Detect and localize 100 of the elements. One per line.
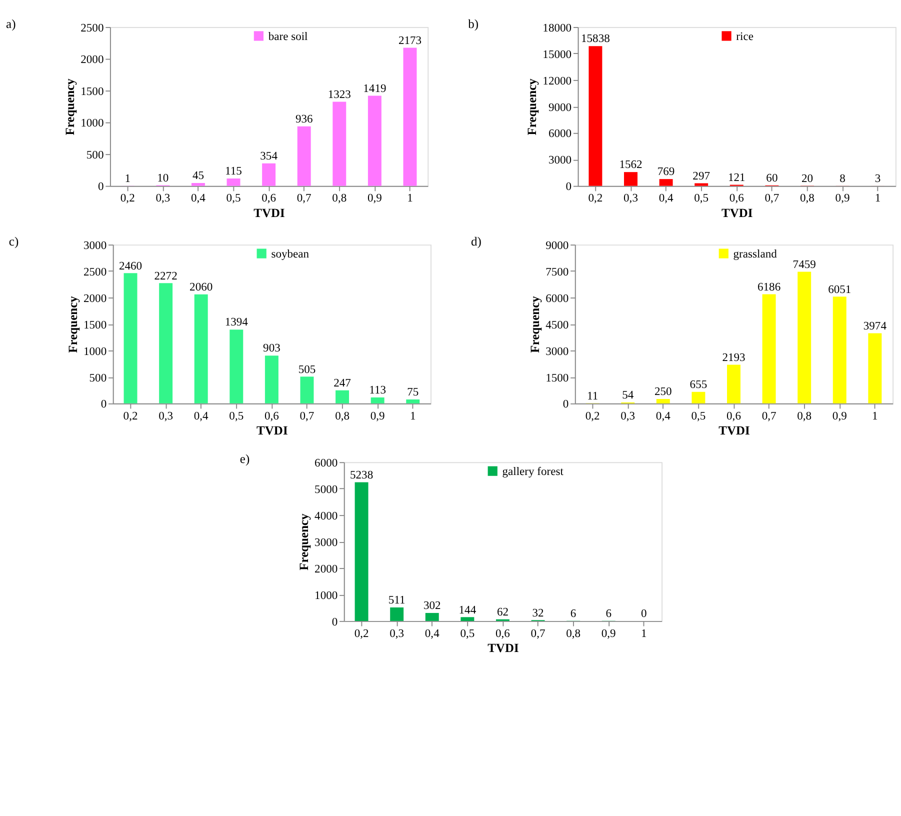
data-label: 20 <box>801 172 814 185</box>
x-tick-label: 0,7 <box>300 410 314 422</box>
x-axis-title: TVDI <box>488 641 519 656</box>
y-tick-label: 1500 <box>84 319 107 332</box>
x-tick-label: 0,4 <box>194 410 209 422</box>
x-tick-label: 0,5 <box>226 192 241 205</box>
bar <box>264 356 278 404</box>
x-tick-label: 0,5 <box>460 628 475 640</box>
data-label: 936 <box>295 114 313 126</box>
y-tick-label: 1500 <box>546 372 569 384</box>
y-tick-label: 4000 <box>314 510 338 522</box>
legend-label: gallery forest <box>502 466 564 478</box>
bar <box>762 294 776 404</box>
data-label: 1394 <box>224 316 248 329</box>
y-tick-label: 3000 <box>84 240 107 252</box>
data-label: 2460 <box>118 260 142 272</box>
y-tick-label: 18000 <box>542 22 572 34</box>
y-tick-label: 2500 <box>84 266 107 278</box>
data-label: 769 <box>657 166 675 178</box>
x-tick-label: 0,6 <box>729 192 744 205</box>
bar <box>332 102 346 186</box>
data-label: 144 <box>458 604 476 616</box>
x-tick-label: 0,2 <box>354 628 369 640</box>
text: e) <box>240 452 250 466</box>
x-tick-label: 0,2 <box>120 192 136 205</box>
x-tick-label: 0,7 <box>296 192 312 205</box>
data-label: 6 <box>606 608 612 620</box>
legend-label: rice <box>736 30 754 43</box>
y-tick-label: 4500 <box>546 319 569 332</box>
y-tick-label: 6000 <box>548 128 572 140</box>
x-tick-label: 0,6 <box>262 192 276 205</box>
x-tick-label: 0,3 <box>390 628 404 640</box>
bar <box>868 333 882 404</box>
x-tick-label: 0,3 <box>624 192 638 205</box>
x-tick-label: 0,7 <box>764 192 780 205</box>
x-axis-title: TVDI <box>254 206 286 220</box>
data-label: 903 <box>263 342 281 355</box>
data-label: 10 <box>157 172 169 184</box>
y-tick-label: 9000 <box>548 102 572 114</box>
data-label: 297 <box>692 170 710 182</box>
x-tick-label: 1 <box>410 410 416 422</box>
x-tick-label: 0,2 <box>585 410 600 422</box>
x-tick-label: 0,9 <box>367 192 382 205</box>
data-label: 505 <box>298 364 316 376</box>
bar <box>230 330 244 404</box>
x-tick-label: 1 <box>872 410 878 422</box>
y-axis-title: Frequency <box>66 295 80 353</box>
y-tick-label: 3000 <box>546 346 569 358</box>
bar <box>191 182 205 186</box>
y-tick-label: 2500 <box>80 22 104 34</box>
bar <box>354 482 368 621</box>
data-label: 1 <box>124 172 131 185</box>
data-label: 45 <box>192 170 204 182</box>
y-tick-label: 1000 <box>84 346 107 358</box>
y-tick-label: 0 <box>566 181 572 194</box>
text: a) <box>6 16 16 31</box>
bar <box>194 294 208 404</box>
y-tick-label: 0 <box>332 616 338 628</box>
y-tick-label: 7500 <box>546 266 569 278</box>
bar <box>403 48 417 186</box>
y-tick-label: 6000 <box>314 457 338 470</box>
data-label: 3 <box>874 172 881 185</box>
x-tick-label: 0,5 <box>691 410 706 422</box>
y-tick-label: 0 <box>562 398 569 411</box>
bar <box>336 390 350 404</box>
data-label: 60 <box>766 172 778 184</box>
bar <box>368 96 382 186</box>
x-tick-label: 0,4 <box>191 192 206 205</box>
y-tick-label: 3000 <box>314 536 338 549</box>
y-tick-label: 2000 <box>314 563 338 576</box>
data-label: 2060 <box>190 281 213 294</box>
x-tick-label: 0,8 <box>800 192 815 205</box>
x-tick-label: 0,6 <box>264 410 280 422</box>
bar <box>124 273 138 404</box>
data-label: 8 <box>840 172 846 185</box>
bar <box>694 183 708 186</box>
x-tick-label: 0,2 <box>123 410 138 422</box>
y-tick-label: 0 <box>100 398 107 411</box>
data-label: 75 <box>407 386 419 399</box>
data-label: 7459 <box>792 258 816 271</box>
data-label: 15838 <box>581 33 610 46</box>
x-tick-label: 0,5 <box>694 192 709 205</box>
bar <box>692 392 706 404</box>
data-label: 511 <box>388 594 406 607</box>
x-tick-label: 0,7 <box>762 410 776 422</box>
text: c) <box>8 234 19 249</box>
data-label: 1419 <box>363 82 386 95</box>
text: b) <box>468 16 478 31</box>
data-label: 302 <box>423 600 442 612</box>
data-label: 0 <box>641 608 648 620</box>
data-label: 113 <box>369 384 386 397</box>
y-tick-label: 15000 <box>542 48 572 61</box>
x-tick-label: 1 <box>874 192 881 205</box>
data-label: 121 <box>728 172 746 184</box>
data-label: 250 <box>654 386 672 398</box>
x-tick-label: 0,4 <box>658 192 674 205</box>
data-label: 6186 <box>757 281 781 294</box>
x-tick-label: 0,4 <box>424 628 440 640</box>
x-tick-label: 0,3 <box>620 410 636 422</box>
y-axis-title: Frequency <box>524 78 539 136</box>
